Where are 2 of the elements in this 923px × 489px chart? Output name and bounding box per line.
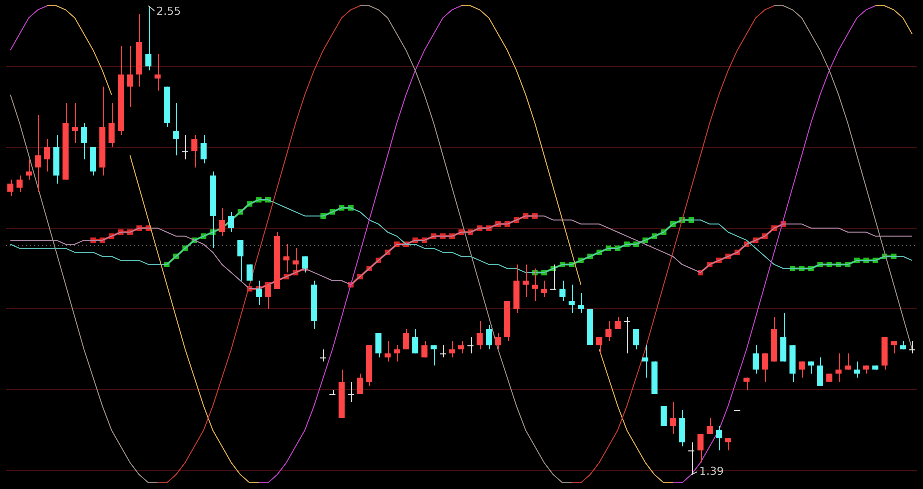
annotation: 2.55 bbox=[156, 4, 182, 18]
annotation: 1.39 bbox=[700, 464, 724, 478]
